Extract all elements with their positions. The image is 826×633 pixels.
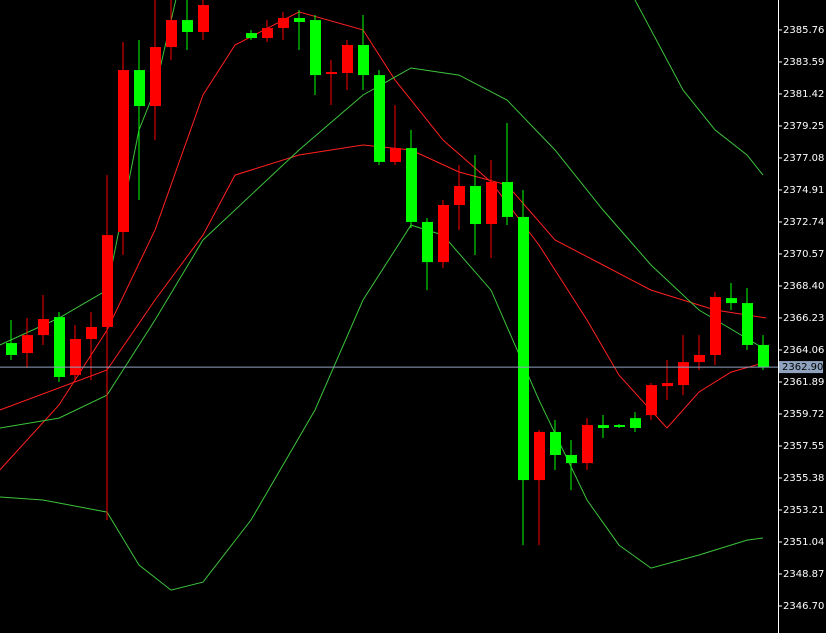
candle-body — [518, 216, 529, 481]
y-tick-label: 2361.89 — [783, 377, 824, 388]
candle-body — [326, 71, 337, 75]
candle-body — [102, 235, 113, 327]
y-tick-label: 2366.23 — [783, 313, 824, 324]
candle-body — [38, 319, 49, 336]
candle-body — [70, 339, 81, 376]
candle-body — [598, 425, 609, 428]
candle-body — [134, 70, 145, 107]
candle-body — [118, 70, 129, 232]
candle-body — [646, 385, 657, 416]
candle-body — [710, 297, 721, 355]
y-tick-label: 2368.40 — [783, 281, 824, 292]
y-tick-label: 2353.21 — [783, 505, 824, 516]
indicator-line — [0, 11, 767, 471]
plot-area — [0, 0, 769, 591]
y-tick-label: 2351.04 — [783, 537, 824, 548]
candle-body — [614, 425, 625, 427]
candle-body — [150, 47, 161, 107]
y-tick-label: 2379.25 — [783, 121, 824, 132]
candle-body — [566, 454, 577, 464]
candle-body — [86, 326, 97, 340]
candle-body — [342, 44, 353, 74]
y-tick-label: 2359.72 — [783, 409, 824, 420]
candle-body — [470, 185, 481, 225]
candle-body — [678, 362, 689, 386]
candle-body — [310, 20, 321, 76]
y-tick-label: 2346.70 — [783, 601, 824, 612]
candle-body — [6, 343, 17, 355]
candle-body — [694, 354, 705, 363]
indicator-line — [0, 67, 767, 429]
candle-body — [246, 33, 257, 39]
candle-body — [22, 335, 33, 354]
candle-body — [406, 148, 417, 222]
candle-body — [278, 17, 289, 29]
y-tick-label: 2383.59 — [783, 57, 824, 68]
candle-body — [294, 17, 305, 22]
candle-body — [726, 298, 737, 304]
candle-body — [742, 303, 753, 345]
candle-body — [166, 20, 177, 48]
y-tick-label: 2355.38 — [783, 473, 824, 484]
candle-body — [182, 20, 193, 33]
y-tick-label: 2377.08 — [783, 153, 824, 164]
y-tick-label: 2385.76 — [783, 25, 824, 36]
candle-body — [550, 431, 561, 455]
candle-body — [198, 5, 209, 33]
candle-body — [374, 75, 385, 162]
y-tick-label: 2364.06 — [783, 345, 824, 356]
price-label: 2362.90 — [782, 362, 823, 373]
candle-body — [662, 383, 673, 387]
price-label-box — [779, 361, 823, 374]
candle-body — [390, 148, 401, 162]
y-tick-label: 2370.57 — [783, 249, 824, 260]
candle-body — [502, 181, 513, 217]
y-tick-label: 2357.55 — [783, 441, 824, 452]
y-tick-label: 2381.42 — [783, 89, 824, 100]
candle-body — [486, 181, 497, 225]
candle-body — [54, 317, 65, 377]
candle-body — [262, 28, 273, 39]
candle-body — [438, 205, 449, 263]
y-tick-label: 2374.91 — [783, 185, 824, 196]
candle-body — [534, 431, 545, 481]
candle-body — [422, 221, 433, 263]
candle-body — [630, 418, 641, 428]
candle-body — [758, 344, 769, 368]
candle-body — [582, 425, 593, 464]
candle-body — [358, 44, 369, 76]
y-tick-label: 2372.74 — [783, 217, 824, 228]
candle-body — [454, 185, 465, 206]
y-tick-label: 2348.87 — [783, 569, 824, 580]
